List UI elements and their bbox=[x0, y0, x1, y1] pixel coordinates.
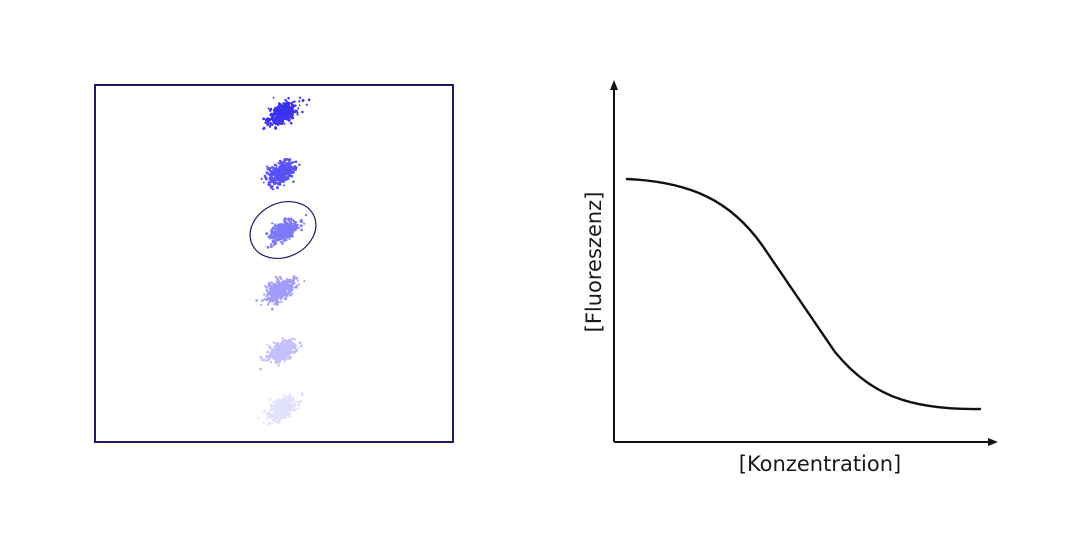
spot-cluster-6 bbox=[257, 391, 304, 426]
spot-clusters bbox=[255, 96, 311, 426]
highlight-ring bbox=[249, 201, 317, 259]
spot-cluster-2 bbox=[260, 157, 301, 191]
spot-cluster-3 bbox=[265, 213, 308, 249]
spot-cluster-4 bbox=[255, 275, 306, 311]
spot-cluster-5 bbox=[259, 337, 303, 371]
y-axis-arrowhead bbox=[610, 80, 618, 90]
curve-plot: [Konzentration] [Fluoreszenz] bbox=[582, 80, 998, 476]
x-axis-arrowhead bbox=[988, 438, 998, 446]
response-curve bbox=[625, 177, 982, 411]
y-axis-label: [Fluoreszenz] bbox=[582, 192, 606, 333]
panel-frame bbox=[94, 84, 454, 443]
spot-cluster-1 bbox=[262, 96, 311, 130]
spot-panel bbox=[94, 84, 454, 443]
x-axis-label: [Konzentration] bbox=[739, 452, 901, 476]
